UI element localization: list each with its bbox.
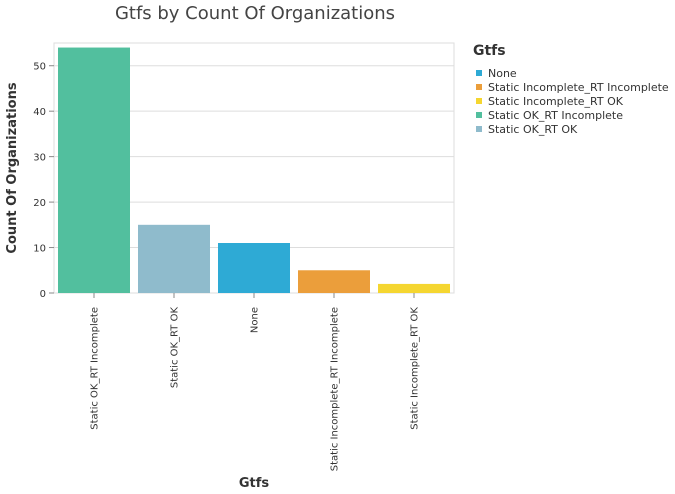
legend-title: Gtfs bbox=[473, 43, 506, 59]
x-axis-title: Gtfs bbox=[239, 476, 270, 491]
bar bbox=[378, 283, 450, 293]
y-tick-label: 50 bbox=[33, 62, 46, 73]
y-axis: 0 10 20 30 40 50 bbox=[33, 62, 54, 300]
x-tick-label: Static OK_RT OK bbox=[170, 307, 181, 389]
x-tick-label: Static Incomplete_RT Incomplete bbox=[330, 307, 341, 471]
legend-label: None bbox=[488, 67, 517, 80]
bar bbox=[218, 243, 290, 293]
bar bbox=[138, 224, 210, 293]
y-tick-label: 10 bbox=[33, 244, 46, 255]
legend-label: Static Incomplete_RT Incomplete bbox=[488, 81, 669, 94]
x-tick-label: Static Incomplete_RT OK bbox=[410, 307, 421, 430]
legend-label: Static Incomplete_RT OK bbox=[488, 95, 624, 108]
legend-swatch bbox=[476, 98, 482, 104]
bars bbox=[58, 47, 450, 293]
legend-swatch bbox=[476, 126, 482, 132]
y-tick-label: 40 bbox=[33, 107, 46, 118]
chart-title: Gtfs by Count Of Organizations bbox=[115, 3, 395, 24]
legend-swatch bbox=[476, 70, 482, 76]
x-tick-label: Static OK_RT Incomplete bbox=[90, 307, 101, 430]
legend-label: Static OK_RT OK bbox=[488, 123, 578, 136]
bar bbox=[58, 47, 130, 293]
x-axis: Static OK_RT Incomplete Static OK_RT OK No… bbox=[90, 293, 421, 471]
bar bbox=[298, 270, 370, 293]
y-tick-label: 20 bbox=[33, 198, 46, 209]
y-tick-label: 0 bbox=[40, 289, 46, 300]
y-tick-label: 30 bbox=[33, 153, 46, 164]
legend-swatch bbox=[476, 112, 482, 118]
legend-swatch bbox=[476, 84, 482, 90]
y-axis-title: Count Of Organizations bbox=[5, 82, 20, 253]
x-tick-label: None bbox=[250, 307, 261, 333]
legend-label: Static OK_RT Incomplete bbox=[488, 109, 623, 122]
